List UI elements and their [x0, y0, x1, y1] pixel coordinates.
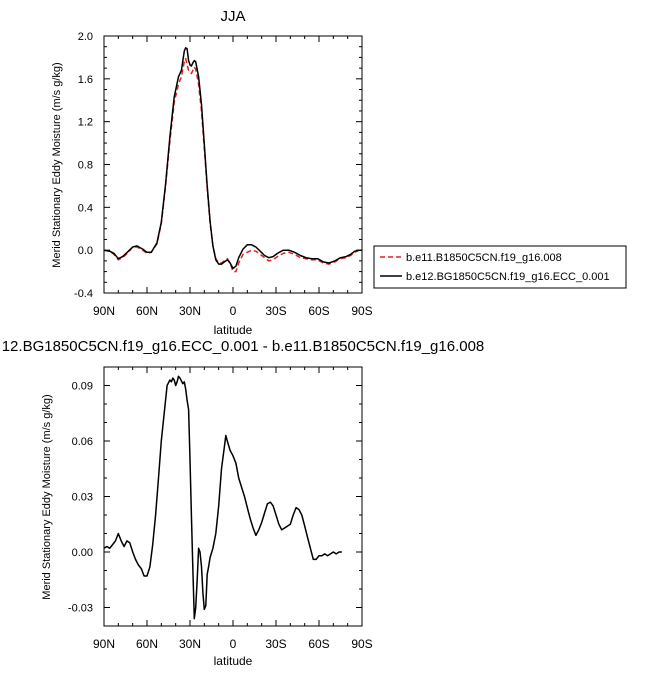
top-plot-area: 90N 60N 30N 0 30S 60S 90S 2.0 1.6 1.2 0.8 0.4 0.0 -0.… [74, 31, 373, 318]
top-x-tick-label: 0 [230, 304, 237, 318]
bottom-xlabel: latitude [214, 654, 253, 668]
top-x-tick-label: 30N [179, 304, 201, 318]
bottom-x-tick-label: 0 [230, 637, 237, 651]
top-x-tick-label: 90S [351, 304, 372, 318]
top-x-tick-label: 60S [308, 304, 329, 318]
bottom-y-tick-label: 0.00 [72, 547, 93, 559]
bottom-y-tick-label: 0.06 [72, 436, 93, 448]
bottom-y-tick-label: 0.03 [72, 492, 93, 504]
top-x-tick-label: 60N [136, 304, 158, 318]
top-plot-frame [103, 35, 363, 294]
legend-label-red: b.e11.B1850C5CN.f19_g16.008 [406, 252, 562, 264]
top-x-tick-label: 30S [265, 304, 286, 318]
top-panel: JJA 90N 60N 30N 0 30S 60S 90S 2.0 1.6 1.2 0.8 0.4 0.… [51, 8, 373, 337]
legend: b.e11.B1850C5CN.f19_g16.008 b.e12.BG1850… [373, 245, 627, 289]
bottom-panel: 12.BG1850C5CN.f19_g16.ECC_0.001 - b.e11.… [2, 338, 485, 668]
bottom-y-tick-label: -0.03 [68, 603, 93, 615]
top-x-tick-label: 90N [93, 304, 115, 318]
legend-box [373, 245, 627, 289]
bottom-ylabel: Merid Stationary Eddy Moisture (m/s g/kg… [41, 394, 53, 599]
bottom-series-line-0 [103, 375, 342, 620]
top-ylabel: Merid Stationary Eddy Moisture (m/s g/kg… [51, 62, 63, 267]
top-y-tick-label: 1.6 [78, 74, 93, 86]
bottom-x-tick-label: 90N [93, 637, 115, 651]
top-title: JJA [220, 8, 245, 25]
bottom-plot-frame [103, 366, 363, 627]
top-xlabel: latitude [214, 323, 253, 337]
legend-label-black: b.e12.BG1850C5CN.f19_g16.ECC_0.001 [406, 271, 610, 283]
bottom-x-tick-label: 90S [351, 637, 372, 651]
top-series-line-0 [103, 57, 362, 273]
bottom-plot-area: 90N 60N 30N 0 30S 60S 90S 0.09 0.06 0.03 0.00 -0.03 [68, 366, 373, 651]
bottom-title: 12.BG1850C5CN.f19_g16.ECC_0.001 - b.e11.… [2, 338, 485, 355]
bottom-y-tick-label: 0.09 [72, 381, 93, 393]
top-y-tick-label: 1.2 [78, 117, 93, 129]
bottom-x-tick-label: 30S [265, 637, 286, 651]
bottom-x-tick-label: 30N [179, 637, 201, 651]
top-series-line-1 [103, 47, 362, 270]
top-y-tick-label: 0.0 [78, 245, 93, 257]
top-y-tick-label: -0.4 [74, 288, 93, 300]
top-y-tick-label: 2.0 [78, 31, 93, 43]
top-y-tick-label: 0.4 [78, 202, 93, 214]
bottom-x-tick-label: 60S [308, 637, 329, 651]
bottom-x-tick-label: 60N [136, 637, 158, 651]
top-y-tick-label: 0.8 [78, 160, 93, 172]
